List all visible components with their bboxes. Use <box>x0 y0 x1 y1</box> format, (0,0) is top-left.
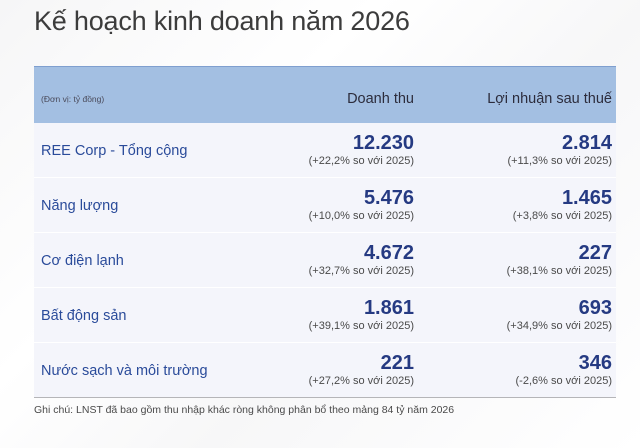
profit-cell: 346 (-2,6% so với 2025) <box>516 352 612 388</box>
revenue-value: 5.476 <box>363 187 414 209</box>
row-label: Năng lượng <box>41 198 119 214</box>
revenue-cell: 5.476 (+10,0% so với 2025) <box>309 187 414 223</box>
table-header: (Đơn vị: tỷ đồng) Doanh thu Lợi nhuận sa… <box>34 66 616 123</box>
profit-cell: 1.465 (+3,8% so với 2025) <box>513 187 612 223</box>
revenue-change: (+27,2% so với 2025) <box>308 375 414 387</box>
revenue-cell: 4.672 (+32,7% so với 2025) <box>309 242 414 278</box>
business-plan-table: (Đơn vị: tỷ đồng) Doanh thu Lợi nhuận sa… <box>34 66 616 398</box>
profit-cell: 227 (+38,1% so với 2025) <box>507 242 612 278</box>
table-row: Bất động sản 1.861 (+39,1% so với 2025) … <box>34 288 616 343</box>
revenue-value: 221 <box>380 352 414 374</box>
profit-change: (+3,8% so với 2025) <box>512 210 612 222</box>
profit-value: 693 <box>578 297 612 319</box>
profit-value: 2.814 <box>561 132 612 154</box>
table-row: Cơ điện lạnh 4.672 (+32,7% so với 2025) … <box>34 233 616 288</box>
row-label: REE Corp - Tổng cộng <box>41 143 188 159</box>
profit-value: 1.465 <box>561 187 612 209</box>
table-row: Nước sạch và môi trường 221 (+27,2% so v… <box>34 343 616 398</box>
profit-change: (+38,1% so với 2025) <box>506 265 612 277</box>
revenue-value: 4.672 <box>363 242 414 264</box>
profit-value: 346 <box>578 352 612 374</box>
page-title: Kế hoạch kinh doanh năm 2026 <box>34 6 410 36</box>
profit-value: 227 <box>578 242 612 264</box>
column-header-revenue: Doanh thu <box>347 91 414 107</box>
revenue-cell: 1.861 (+39,1% so với 2025) <box>309 297 414 333</box>
table-row: Năng lượng 5.476 (+10,0% so với 2025) 1.… <box>34 178 616 233</box>
revenue-value: 12.230 <box>352 132 414 154</box>
profit-change: (+11,3% so với 2025) <box>507 155 612 167</box>
revenue-value: 1.861 <box>363 297 414 319</box>
unit-label: (Đơn vị: tỷ đồng) <box>41 94 105 104</box>
revenue-cell: 12.230 (+22,2% so với 2025) <box>309 132 414 168</box>
column-header-profit: Lợi nhuận sau thuế <box>487 91 612 107</box>
profit-change: (+34,9% so với 2025) <box>506 320 612 332</box>
profit-cell: 693 (+34,9% so với 2025) <box>507 297 612 333</box>
row-label: Cơ điện lạnh <box>41 253 124 269</box>
footnote: Ghi chú: LNST đã bao gồm thu nhập khác r… <box>34 404 455 416</box>
profit-cell: 2.814 (+11,3% so với 2025) <box>507 132 612 168</box>
row-label: Nước sạch và môi trường <box>41 363 208 379</box>
revenue-change: (+39,1% so với 2025) <box>308 320 414 332</box>
row-label: Bất động sản <box>41 308 127 324</box>
table-row: REE Corp - Tổng cộng 12.230 (+22,2% so v… <box>34 123 616 178</box>
profit-change: (-2,6% so với 2025) <box>515 375 612 387</box>
revenue-change: (+22,2% so với 2025) <box>308 155 414 167</box>
revenue-change: (+10,0% so với 2025) <box>308 210 414 222</box>
revenue-cell: 221 (+27,2% so với 2025) <box>309 352 414 388</box>
revenue-change: (+32,7% so với 2025) <box>308 265 414 277</box>
